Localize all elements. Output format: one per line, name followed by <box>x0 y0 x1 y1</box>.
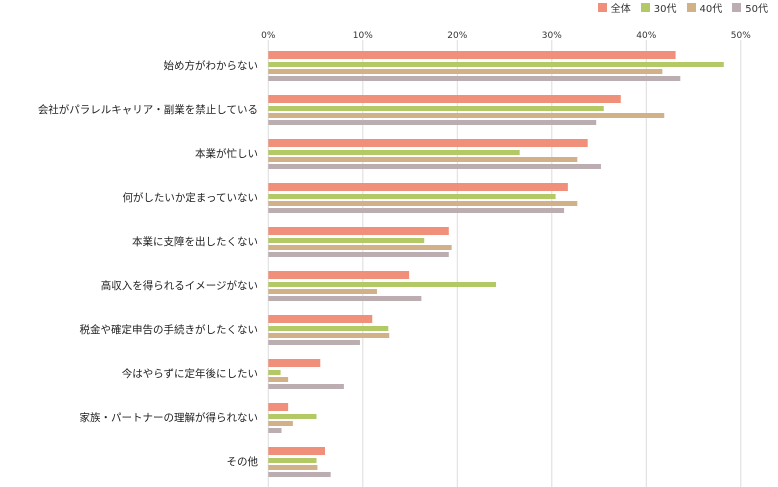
legend-label: 40代 <box>699 4 723 15</box>
bar-50代 <box>268 208 565 213</box>
bar-全体 <box>268 403 289 411</box>
bar-50代 <box>268 472 331 477</box>
legend: 全体 30代 40代 50代 <box>597 0 768 15</box>
legend-swatch <box>686 3 696 12</box>
category-label: 始め方がわからない <box>164 59 259 72</box>
legend-item: 50代 <box>732 0 768 15</box>
category-label: 会社がパラレルキャリア・副業を禁止している <box>38 103 258 116</box>
legend-label: 全体 <box>610 4 631 15</box>
bar-全体 <box>268 139 588 147</box>
bar-50代 <box>268 428 282 433</box>
legend-label: 30代 <box>653 4 677 15</box>
legend-swatch <box>732 3 742 12</box>
category-label: その他 <box>227 455 259 468</box>
x-tick-label: 10% <box>353 31 373 41</box>
legend-label: 50代 <box>745 4 768 15</box>
bar-30代 <box>268 150 520 155</box>
bar-50代 <box>268 120 597 125</box>
bar-40代 <box>268 289 377 294</box>
bar-50代 <box>268 76 681 81</box>
bar-30代 <box>268 238 425 243</box>
x-tick-label: 20% <box>447 31 467 41</box>
legend-swatch <box>640 3 650 12</box>
bar-30代 <box>268 62 724 67</box>
bar-40代 <box>268 377 289 382</box>
legend-item: 全体 <box>597 0 631 15</box>
bar-30代 <box>268 194 556 199</box>
bar-全体 <box>268 315 373 323</box>
bar-40代 <box>268 333 390 338</box>
category-label: 高収入を得られるイメージがない <box>101 279 258 292</box>
legend-item: 40代 <box>686 0 723 15</box>
bar-30代 <box>268 458 317 463</box>
bar-40代 <box>268 157 578 162</box>
category-label: 本業が忙しい <box>195 147 258 160</box>
bar-50代 <box>268 164 601 169</box>
bar-50代 <box>268 384 344 389</box>
bar-30代 <box>268 414 317 419</box>
bar-40代 <box>268 113 665 118</box>
category-label: 家族・パートナーの理解が得られない <box>80 411 259 424</box>
bar-全体 <box>268 359 321 367</box>
category-label: 今はやらずに定年後にしたい <box>122 367 258 380</box>
bar-40代 <box>268 421 293 426</box>
bar-30代 <box>268 370 281 375</box>
bar-50代 <box>268 296 422 301</box>
bar-全体 <box>268 51 676 59</box>
x-tick-label: 30% <box>542 31 562 41</box>
bar-40代 <box>268 465 318 470</box>
bar-全体 <box>268 227 449 235</box>
bar-30代 <box>268 106 604 111</box>
bar-30代 <box>268 326 389 331</box>
category-label: 本業に支障を出したくない <box>132 235 258 248</box>
bar-全体 <box>268 271 410 279</box>
bar-40代 <box>268 245 452 250</box>
x-tick-label: 40% <box>636 31 656 41</box>
x-tick-label: 50% <box>731 31 751 41</box>
x-tick-label: 0% <box>261 31 276 41</box>
bar-40代 <box>268 69 663 74</box>
category-label: 税金や確定申告の手続きがしたくない <box>80 323 259 336</box>
bar-全体 <box>268 183 568 191</box>
legend-item: 30代 <box>640 0 677 15</box>
bar-全体 <box>268 95 621 103</box>
bar-30代 <box>268 282 497 287</box>
bar-50代 <box>268 340 360 345</box>
legend-swatch <box>597 3 607 12</box>
category-label: 何がしたいか定まっていない <box>122 191 258 204</box>
bar-50代 <box>268 252 449 257</box>
bar-全体 <box>268 447 325 455</box>
bar-40代 <box>268 201 578 206</box>
